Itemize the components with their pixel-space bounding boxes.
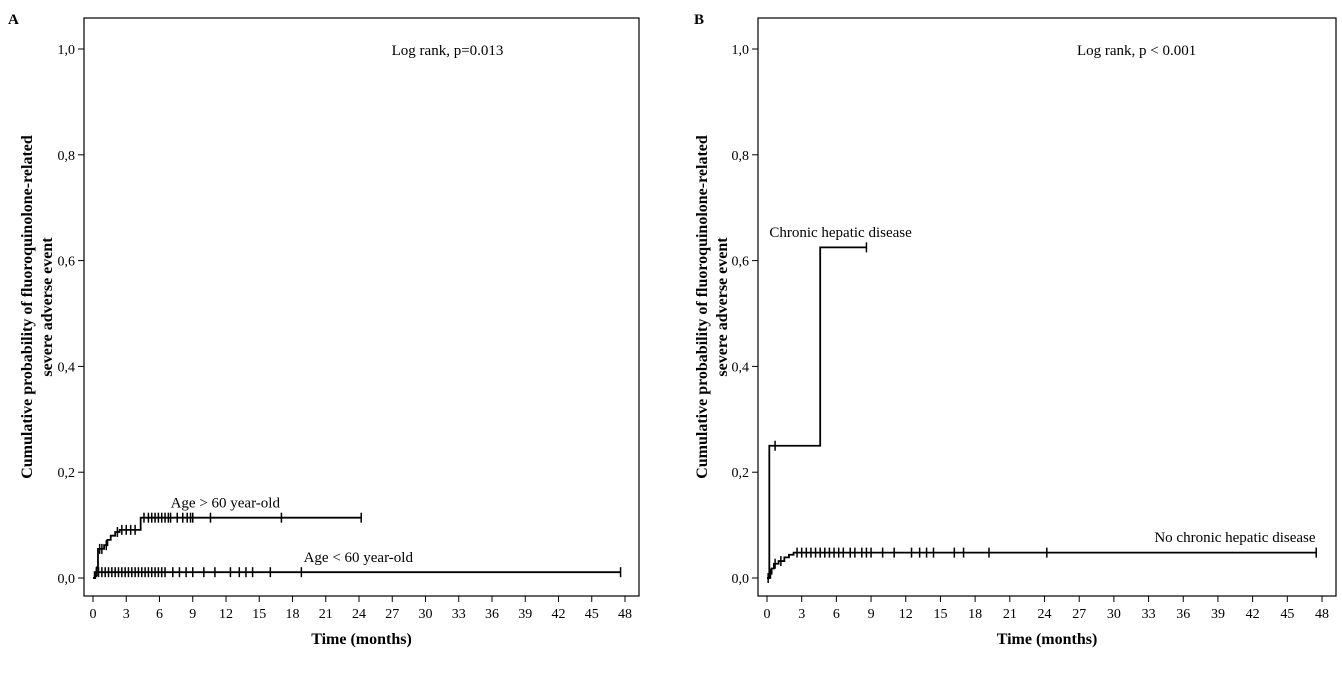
x-tick-label: 48 <box>1315 607 1329 622</box>
series-label: Age < 60 year-old <box>304 550 414 566</box>
chart-panel-a: A0,00,20,40,60,81,00 3 6 9 12 15 18 21 24 27 30 33 3… <box>8 12 640 648</box>
y-tick-label: 0,4 <box>732 360 750 375</box>
y-axis-title-line: Cumulative probability of fluoroquinolon… <box>694 135 711 479</box>
panel-letter: A <box>8 12 19 28</box>
y-tick-label: 0,8 <box>732 149 750 164</box>
series-label: Age > 60 year-old <box>171 496 281 512</box>
x-tick-label: 27 <box>385 607 399 622</box>
y-tick-label: 0,8 <box>58 149 76 164</box>
step-curve <box>93 516 362 579</box>
x-tick-label: 30 <box>419 607 433 622</box>
y-tick-label: 0,2 <box>732 466 750 481</box>
y-axis-title-line: severe adverse event <box>39 237 56 377</box>
x-tick-label: 15 <box>252 607 266 622</box>
y-tick-label: 0,6 <box>58 255 76 270</box>
x-tick-label: 24 <box>352 607 366 622</box>
x-tick-label: 9 <box>868 607 875 622</box>
x-tick-label: 3 <box>798 607 805 622</box>
x-tick-label: 39 <box>518 607 532 622</box>
x-tick-label: 3 <box>123 607 130 622</box>
x-tick-label: 12 <box>219 607 233 622</box>
x-tick-label: 33 <box>452 607 466 622</box>
x-tick-label: 0 <box>764 607 771 622</box>
x-tick-label: 42 <box>1246 607 1260 622</box>
y-tick-label: 1,0 <box>732 43 750 58</box>
chart-panel-b: B0,00,20,40,60,81,00 3 6 9 12 15 18 21 24 27 30 33 3… <box>694 12 1337 648</box>
y-axis-title-line: Cumulative probability of fluoroquinolon… <box>19 135 36 479</box>
x-tick-label: 21 <box>1003 607 1017 622</box>
y-axis-title-line: severe adverse event <box>714 237 731 377</box>
x-axis-title: Time (months) <box>997 631 1098 648</box>
x-tick-label: 42 <box>552 607 566 622</box>
x-tick-label: 21 <box>319 607 333 622</box>
series-label: Chronic hepatic disease <box>769 225 912 241</box>
x-tick-label: 6 <box>156 607 163 622</box>
x-tick-label: 15 <box>933 607 947 622</box>
series-label: No chronic hepatic disease <box>1154 530 1316 546</box>
x-tick-label: 36 <box>1176 607 1190 622</box>
y-tick-label: 0,2 <box>58 466 76 481</box>
x-tick-label: 33 <box>1142 607 1156 622</box>
step-curve <box>767 551 1317 579</box>
x-tick-label: 24 <box>1038 607 1052 622</box>
x-tick-label: 0 <box>90 607 97 622</box>
step-curve <box>93 571 621 579</box>
x-tick-label: 39 <box>1211 607 1225 622</box>
x-tick-label: 36 <box>485 607 499 622</box>
x-tick-label: 30 <box>1107 607 1121 622</box>
y-tick-label: 0,4 <box>58 360 76 375</box>
x-tick-label: 45 <box>585 607 599 622</box>
x-tick-label: 6 <box>833 607 840 622</box>
y-tick-label: 1,0 <box>58 43 76 58</box>
plot-frame <box>757 17 1337 597</box>
log-rank-annotation: Log rank, p=0.013 <box>392 43 504 59</box>
y-tick-label: 0,0 <box>732 572 750 587</box>
x-tick-label: 12 <box>899 607 913 622</box>
x-tick-label: 18 <box>286 607 300 622</box>
x-tick-label: 18 <box>968 607 982 622</box>
x-tick-label: 9 <box>189 607 196 622</box>
plot-frame <box>83 17 640 597</box>
y-tick-label: 0,0 <box>58 572 76 587</box>
y-tick-label: 0,6 <box>732 255 750 270</box>
step-curve <box>767 246 867 579</box>
x-tick-label: 45 <box>1280 607 1294 622</box>
x-tick-label: 27 <box>1072 607 1086 622</box>
panel-letter: B <box>694 12 704 28</box>
log-rank-annotation: Log rank, p < 0.001 <box>1077 43 1196 59</box>
x-tick-label: 48 <box>618 607 632 622</box>
x-axis-title: Time (months) <box>311 631 412 648</box>
